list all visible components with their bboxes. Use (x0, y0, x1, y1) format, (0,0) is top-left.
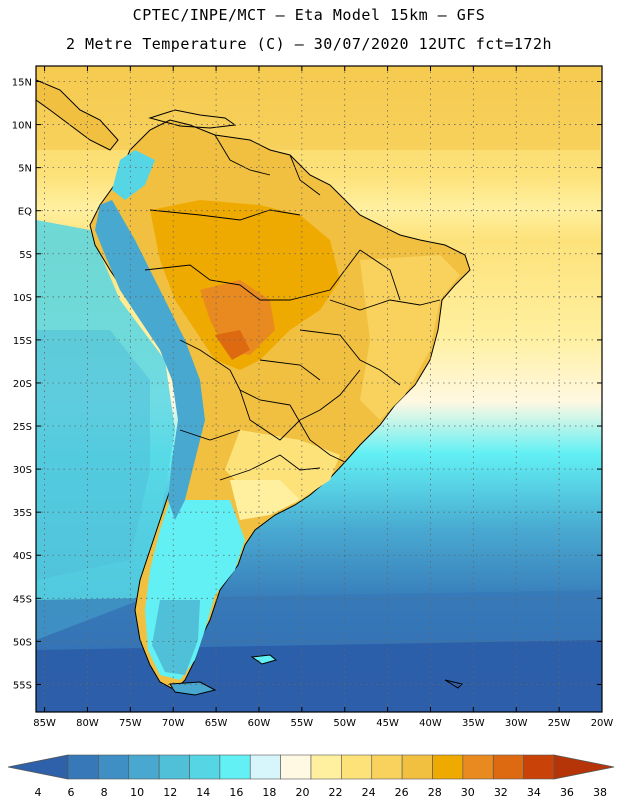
lon-label: 65W (205, 718, 228, 729)
lat-label: 35S (13, 508, 32, 519)
lat-label: 20S (13, 379, 32, 390)
colorbar-segment (371, 754, 403, 780)
colorbar-label: 38 (593, 786, 607, 799)
lon-label: 70W (162, 718, 185, 729)
lon-label: 20W (591, 718, 614, 729)
colorbar-segment (432, 754, 464, 780)
colorbar-label: 4 (35, 786, 42, 799)
lat-label: 15N (12, 78, 32, 89)
brazil-east-mild (360, 255, 460, 420)
colorbar-label: 20 (295, 786, 309, 799)
lat-label: 10S (13, 293, 32, 304)
colorbar-label: 6 (68, 786, 75, 799)
caribbean-coast (148, 109, 237, 129)
southern-ocean-deep (36, 640, 602, 712)
colorbar-segment (523, 754, 555, 780)
lon-label: 75W (119, 718, 142, 729)
latitude-labels: 15N 10N 5N EQ 5S 10S 15S 20S 25S 30S 35S 40S 45S 50S 5… (12, 78, 32, 692)
colorbar-label: 10 (130, 786, 144, 799)
colorbar-segment (128, 754, 160, 780)
colorbar-label: 12 (163, 786, 177, 799)
map-subtitle: 2 Metre Temperature (C) – 30/07/2020 12U… (65, 35, 553, 53)
colorbar-segment (401, 754, 433, 780)
colorbar-label: 16 (229, 786, 243, 799)
colorbar-segment (341, 754, 373, 780)
lat-label: 30S (13, 465, 32, 476)
map-title: CPTEC/INPE/MCT – Eta Model 15km – GFS (132, 6, 486, 24)
colorbar-segment (310, 754, 342, 780)
lon-label: 60W (248, 718, 271, 729)
lat-label: 5N (18, 164, 32, 175)
colorbar-segment (98, 754, 130, 780)
colorbar-label: 26 (395, 786, 409, 799)
map-panel (36, 66, 602, 712)
lon-label: 50W (333, 718, 356, 729)
country-borders (144, 134, 441, 481)
colorbar-label: 24 (362, 786, 376, 799)
lon-label: 35W (462, 718, 485, 729)
colorbar-label: 36 (560, 786, 574, 799)
lon-label: 55W (291, 718, 314, 729)
pacific-cooler-band (36, 330, 150, 580)
temperature-colorbar (7, 754, 615, 780)
lat-label: 5S (19, 250, 32, 261)
lat-label: 15S (13, 336, 32, 347)
lat-label: 55S (13, 680, 32, 691)
interior-peak (215, 330, 250, 360)
tierra-del-fuego (169, 681, 217, 696)
lat-label: 45S (13, 594, 32, 605)
falkland-islands (250, 654, 278, 665)
colorbar-label: 8 (101, 786, 108, 799)
colorbar-label: 30 (461, 786, 475, 799)
central-america-land (36, 79, 119, 151)
colorbar-segment (67, 754, 99, 780)
caribbean-warm (36, 66, 600, 150)
colorbar-segment (219, 754, 251, 780)
lon-label: 45W (376, 718, 399, 729)
colorbar-label: 28 (428, 786, 442, 799)
patagonia-colder (152, 600, 200, 675)
andes-cold-ridge (95, 200, 205, 520)
lon-label: 85W (33, 718, 56, 729)
colorbar-segment (189, 754, 221, 780)
lat-label: 25S (13, 422, 32, 433)
colorbar-segment (158, 754, 190, 780)
colorbar-label: 34 (527, 786, 541, 799)
map-frame (35, 65, 603, 713)
colorbar-labels: 4 6 8 10 12 14 16 18 20 22 24 26 28 30 32 34 36 38 (35, 786, 608, 799)
north-andes-cold (112, 150, 155, 200)
lon-label: 80W (76, 718, 99, 729)
lat-label: EQ (18, 207, 32, 218)
lon-label: 25W (548, 718, 571, 729)
colorbar-label: 18 (262, 786, 276, 799)
colorbar-label: 14 (196, 786, 210, 799)
south-georgia (444, 679, 463, 689)
lat-label: 10N (12, 121, 32, 132)
colorbar-high-arrow (553, 754, 615, 780)
colorbar-segment (492, 754, 524, 780)
colorbar-label: 32 (494, 786, 508, 799)
lon-label: 40W (419, 718, 442, 729)
colorbar-low-arrow (7, 754, 69, 780)
colorbar-label: 22 (329, 786, 343, 799)
graticule-gridlines (36, 66, 602, 712)
lat-label: 40S (13, 551, 32, 562)
lat-label: 50S (13, 637, 32, 648)
lon-label: 30W (505, 718, 528, 729)
colorbar-segment (249, 754, 281, 780)
pampas-cool (230, 480, 300, 520)
longitude-labels: 85W 80W 75W 70W 65W 60W 55W 50W 45W 40W 35W 30W 25W 2… (33, 718, 613, 729)
colorbar-segment (280, 754, 312, 780)
axis-ticks (36, 66, 603, 712)
colorbar-segment (462, 754, 494, 780)
